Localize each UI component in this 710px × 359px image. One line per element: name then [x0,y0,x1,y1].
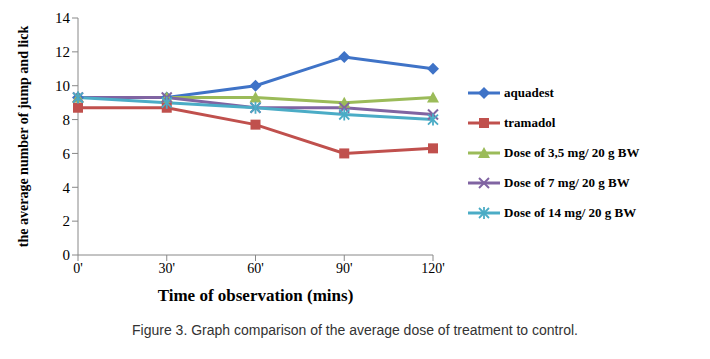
svg-text:4: 4 [63,180,71,196]
svg-text:6: 6 [63,146,71,162]
html-text:tramadol: tramadol [504,115,556,130]
html-text:Figure 3. Graph comparison of: Figure 3. Graph comparison of the averag… [132,322,578,338]
svg-text:8: 8 [63,112,71,128]
svg-text:60': 60' [247,261,264,276]
svg-text:12: 12 [55,44,70,60]
svg-text:14: 14 [55,10,71,26]
svg-text:30': 30' [158,261,175,276]
html-text:aquadest: aquadest [504,85,554,100]
svg-text:10: 10 [55,78,70,94]
html-text:Dose of 14 mg/ 20 g BW: Dose of 14 mg/ 20 g BW [504,205,637,220]
html-text:Dose of 3,5 mg/ 20 g BW: Dose of 3,5 mg/ 20 g BW [504,145,640,160]
svg-text:0': 0' [73,261,83,276]
svg-text:2: 2 [63,213,71,229]
svg-text:Time of observation (mins): Time of observation (mins) [158,286,354,305]
svg-text:0: 0 [63,247,71,263]
svg-text:90': 90' [336,261,353,276]
html-text:Dose of 7 mg/ 20 g BW: Dose of 7 mg/ 20 g BW [504,175,630,190]
svg-text:the average number of jump and: the average number of jump and lick [16,26,31,248]
svg-text:120': 120' [421,261,445,276]
